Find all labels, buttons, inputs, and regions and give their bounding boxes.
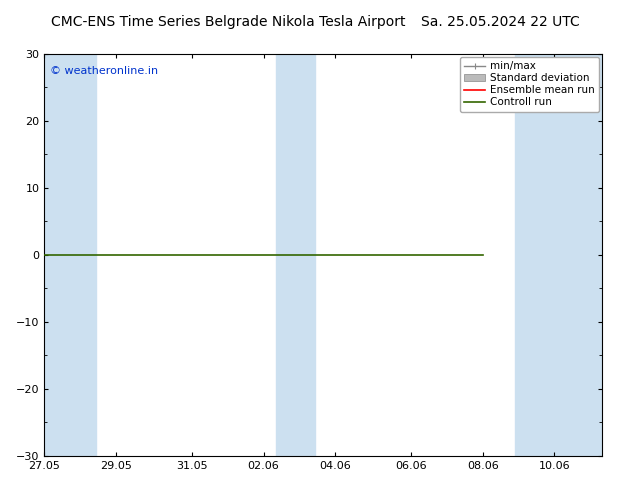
Legend: min/max, Standard deviation, Ensemble mean run, Controll run: min/max, Standard deviation, Ensemble me… — [460, 57, 599, 112]
Text: CMC-ENS Time Series Belgrade Nikola Tesla Airport: CMC-ENS Time Series Belgrade Nikola Tesl… — [51, 15, 406, 29]
Bar — [515, 54, 602, 456]
Text: Sa. 25.05.2024 22 UTC: Sa. 25.05.2024 22 UTC — [422, 15, 580, 29]
Text: © weatheronline.in: © weatheronline.in — [50, 66, 158, 76]
Bar — [44, 54, 96, 456]
Bar — [276, 54, 315, 456]
